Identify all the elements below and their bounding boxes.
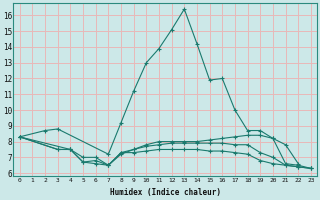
X-axis label: Humidex (Indice chaleur): Humidex (Indice chaleur) (110, 188, 221, 197)
